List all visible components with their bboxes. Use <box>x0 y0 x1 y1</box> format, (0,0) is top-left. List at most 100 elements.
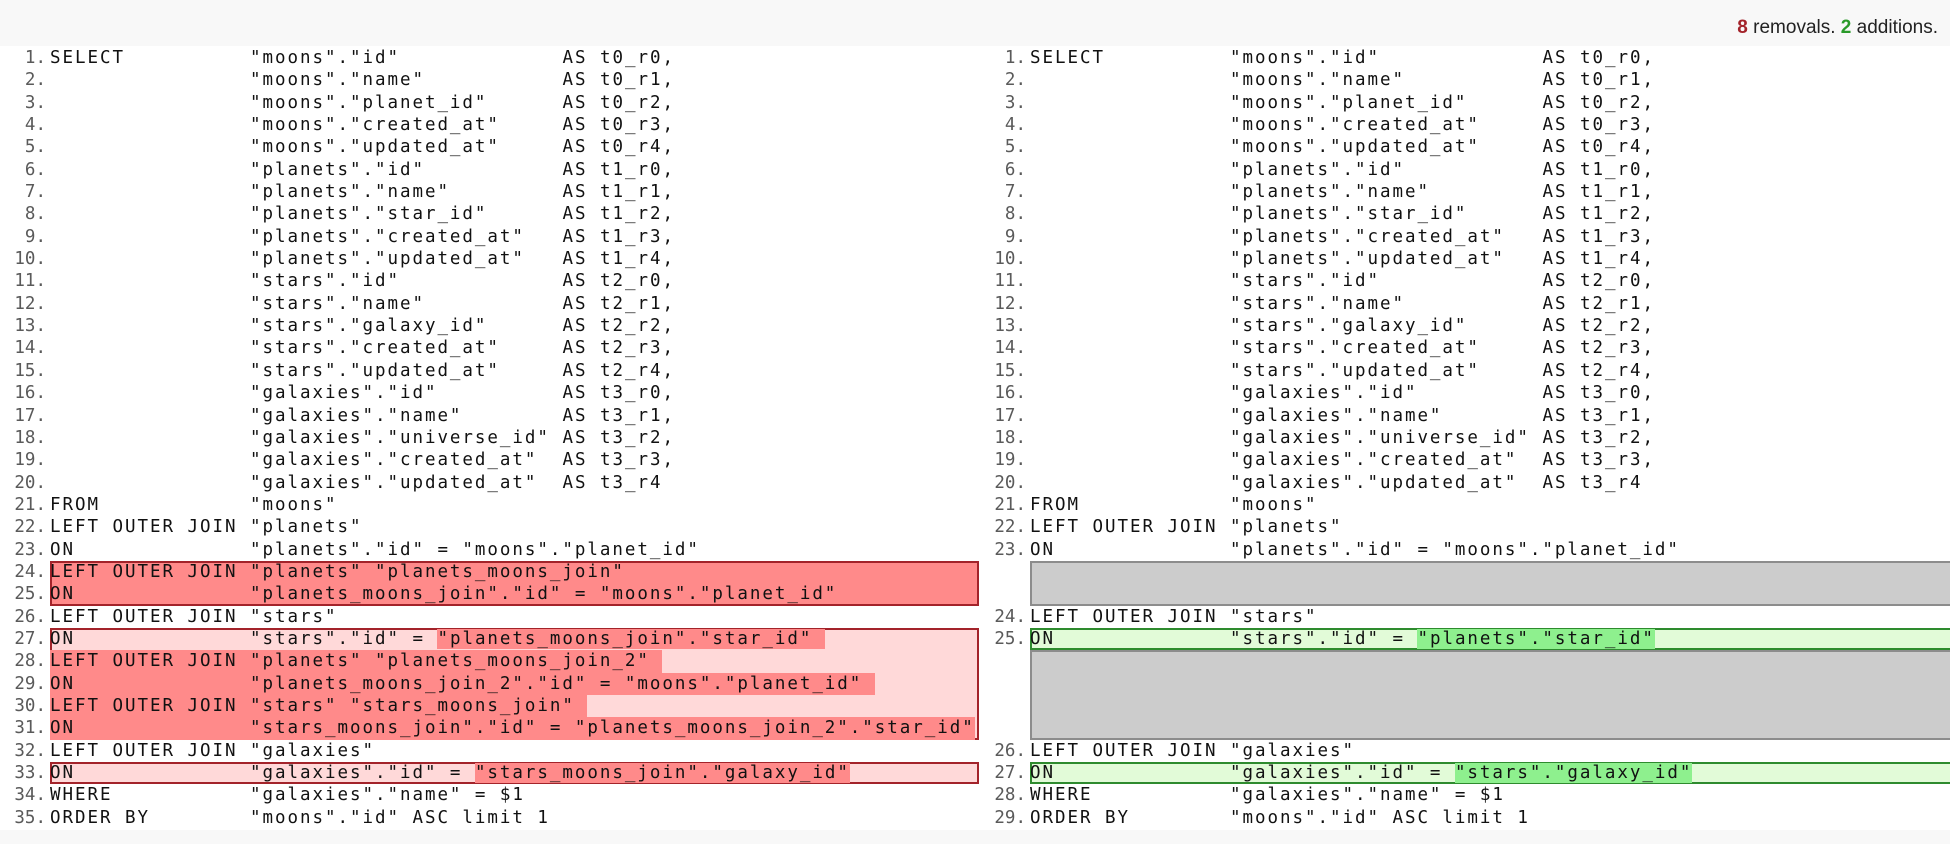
code-line: 9. "planets"."created_at" AS t1_r3, <box>980 226 1950 248</box>
filler-background <box>1030 560 1950 606</box>
line-number: 9. <box>1004 226 1026 247</box>
line-number: 6. <box>24 159 46 180</box>
line-code: "galaxies"."created_at" AS t3_r3, <box>1030 449 1655 471</box>
code-line: 33. ON "galaxies"."id" = "stars_moons_join… <box>0 762 980 784</box>
sql-keyword: ON <box>50 673 75 694</box>
line-code: ON "planets_moons_join"."id" = "moons"."p… <box>50 583 837 605</box>
diff-filler-placeholder <box>980 650 1950 740</box>
line-number: 34. <box>14 785 46 806</box>
line-number: 19. <box>994 450 1026 471</box>
code-line: 24. LEFT OUTER JOIN "planets" "planets_moo… <box>0 561 980 583</box>
sql-column: "stars"."created_at" <box>250 338 500 359</box>
code-line: 2. "moons"."name" AS t0_r1, <box>980 69 1950 91</box>
code-line: 23. ON "planets"."id" = "moons"."planet_id… <box>980 539 1950 561</box>
sql-alias: AS t1_r3, <box>562 226 675 247</box>
code-line: 3. "moons"."planet_id" AS t0_r2, <box>0 92 980 114</box>
right-pane-modified: 1. SELECT "moons"."id" AS t0_r0, 2. "moons"."… <box>980 47 1950 829</box>
line-number: 29. <box>14 673 46 694</box>
line-number: 31. <box>14 718 46 739</box>
sql-column: "stars"."id" <box>250 271 400 292</box>
unchanged-block: 26. LEFT OUTER JOIN "stars" <box>0 606 980 628</box>
line-code: "stars"."name" AS t2_r1, <box>1030 293 1655 315</box>
sql-text: "galaxies" <box>1230 740 1355 761</box>
sql-column: "stars"."galaxy_id" <box>1230 316 1468 337</box>
sql-alias: AS t2_r0, <box>1542 271 1655 292</box>
sql-alias: AS t3_r4 <box>562 472 663 493</box>
added-block: 27. ON "galaxies"."id" = "stars"."galaxy_i… <box>980 762 1950 785</box>
changed-text: "planets_moons_join"."star_id" <box>437 628 825 649</box>
sql-column: "stars"."name" <box>1230 293 1405 314</box>
line-number: 25. <box>994 628 1026 649</box>
code-line: 24. LEFT OUTER JOIN "stars" <box>980 606 1950 628</box>
line-code: LEFT OUTER JOIN "stars" <box>1030 606 1317 628</box>
line-code: "stars"."created_at" AS t2_r3, <box>1030 337 1655 359</box>
line-number: 20. <box>14 472 46 493</box>
line-code: "galaxies"."created_at" AS t3_r3, <box>50 449 675 471</box>
line-code: "stars"."name" AS t2_r1, <box>50 293 675 315</box>
line-code: "galaxies"."id" AS t3_r0, <box>1030 382 1655 404</box>
line-code: "stars"."galaxy_id" AS t2_r2, <box>1030 315 1655 337</box>
line-code: "moons"."created_at" AS t0_r3, <box>50 114 675 136</box>
sql-alias: AS t2_r1, <box>562 293 675 314</box>
removed-block: 33. ON "galaxies"."id" = "stars_moons_join… <box>0 762 980 785</box>
sql-keyword: LEFT OUTER JOIN <box>1030 740 1218 761</box>
removed-block: 27. ON "stars"."id" = "planets_moons_join"… <box>0 627 980 740</box>
sql-text: "planets_moons_join"."id" = "moons"."pla… <box>250 584 838 605</box>
sql-column: "planets"."name" <box>250 182 450 203</box>
diff-view: 1. SELECT "moons"."id" AS t0_r0, 2. "moons"."… <box>0 46 1950 830</box>
sql-alias: AS t0_r4, <box>562 137 675 158</box>
line-number: 22. <box>994 517 1026 538</box>
left-pane-original: 1. SELECT "moons"."id" AS t0_r0, 2. "moons"."… <box>0 47 980 829</box>
sql-text: "stars" "stars_moons_join" <box>250 695 588 716</box>
line-code: "moons"."updated_at" AS t0_r4, <box>50 136 675 158</box>
line-code: LEFT OUTER JOIN "planets" <box>50 516 362 538</box>
line-number: 15. <box>994 360 1026 381</box>
line-code: "moons"."planet_id" AS t0_r2, <box>50 92 675 114</box>
code-line: 29. ON "planets_moons_join_2"."id" = "moon… <box>0 672 980 695</box>
code-line: 6. "planets"."id" AS t1_r0, <box>0 159 980 181</box>
sql-keyword: LEFT OUTER JOIN <box>50 517 238 538</box>
line-number: 16. <box>994 383 1026 404</box>
sql-alias: AS t0_r4, <box>1542 137 1655 158</box>
sql-text: "galaxies"."id" = <box>1230 763 1455 784</box>
sql-alias: AS t3_r4 <box>1542 472 1643 493</box>
line-code: ON "planets_moons_join_2"."id" = "moons".… <box>50 672 875 695</box>
unchanged-block: 24. LEFT OUTER JOIN "stars" <box>980 606 1950 628</box>
line-code: "stars"."id" AS t2_r0, <box>1030 270 1655 292</box>
block-highlight <box>50 560 979 606</box>
sql-alias: AS t0_r0, <box>1542 48 1655 68</box>
line-number: 32. <box>14 740 46 761</box>
sql-keyword: LEFT OUTER JOIN <box>50 606 238 627</box>
line-code: "planets"."name" AS t1_r1, <box>50 181 675 203</box>
line-number: 18. <box>14 427 46 448</box>
line-code: ON "galaxies"."id" = "stars"."galaxy_id" <box>1030 762 1693 784</box>
sql-alias: AS t2_r1, <box>1542 293 1655 314</box>
line-number: 18. <box>994 427 1026 448</box>
code-line: 20. "galaxies"."updated_at" AS t3_r4 <box>980 472 1950 494</box>
line-number: 13. <box>14 316 46 337</box>
sql-alias: AS t1_r0, <box>1542 159 1655 180</box>
sql-keyword: LEFT OUTER JOIN <box>1030 606 1218 627</box>
sql-alias: AS t0_r0, <box>562 48 675 68</box>
code-line: 32. LEFT OUTER JOIN "galaxies" <box>0 740 980 762</box>
line-number: 10. <box>14 249 46 270</box>
line-code: "stars"."galaxy_id" AS t2_r2, <box>50 315 675 337</box>
line-number: 23. <box>14 539 46 560</box>
sql-column: "moons"."id" <box>250 48 400 68</box>
code-line: 16. "galaxies"."id" AS t3_r0, <box>0 382 980 404</box>
code-line: 27. ON "stars"."id" = "planets_moons_join"… <box>0 628 980 650</box>
sql-text: "galaxies"."name" = $1 <box>1230 785 1505 806</box>
code-line: 31. ON "stars_moons_join"."id" = "planets_… <box>0 717 980 740</box>
sql-text: "stars_moons_join"."id" = "planets_moons… <box>250 718 975 739</box>
sql-alias: AS t2_r3, <box>562 338 675 359</box>
line-number: 28. <box>994 785 1026 806</box>
sql-column: "planets"."star_id" <box>1230 204 1468 225</box>
line-code: "moons"."planet_id" AS t0_r2, <box>1030 92 1655 114</box>
sql-alias: AS t1_r1, <box>1542 182 1655 203</box>
sql-column: "planets"."created_at" <box>250 226 525 247</box>
sql-column: "galaxies"."id" <box>1230 383 1418 404</box>
code-line: 19. "galaxies"."created_at" AS t3_r3, <box>0 449 980 471</box>
line-code: "planets"."star_id" AS t1_r2, <box>50 203 675 225</box>
sql-alias: AS t3_r2, <box>562 427 675 448</box>
line-number: 4. <box>24 115 46 136</box>
